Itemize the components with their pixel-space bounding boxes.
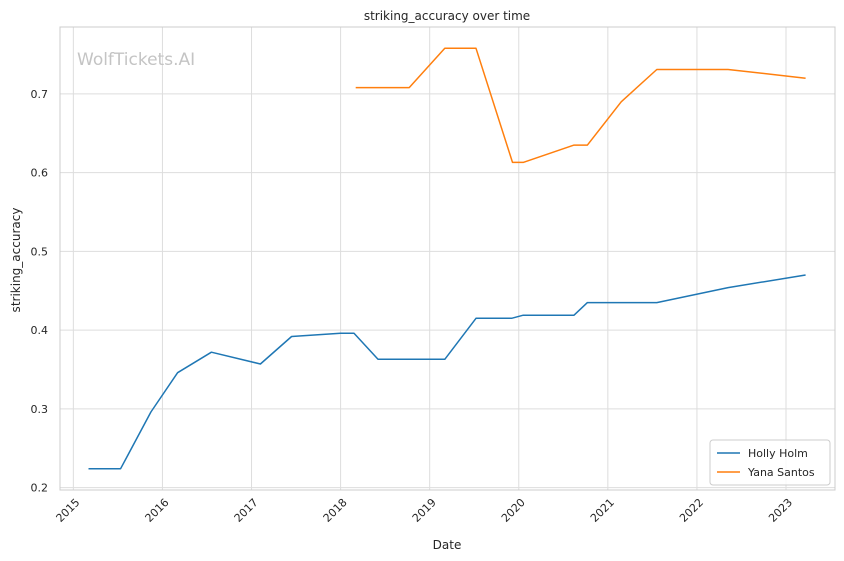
plot-area-frame — [59, 26, 836, 491]
x-axis-ticks: 2015 2016 2017 2018 2019 2020 2021 2022 2023 — [53, 496, 795, 525]
y-tick-label: 0.6 — [31, 167, 49, 180]
x-tick-label: 2019 — [410, 496, 439, 525]
y-axis-ticks: 0.2 0.3 0.4 0.5 0.6 0.7 — [31, 88, 49, 495]
legend-label: Holly Holm — [748, 447, 808, 460]
y-tick-label: 0.3 — [31, 403, 49, 416]
watermark-text: WolfTickets.AI — [77, 50, 195, 70]
y-tick-label: 0.2 — [31, 482, 49, 495]
y-tick-label: 0.5 — [31, 245, 49, 258]
legend-label: Yana Santos — [747, 466, 815, 479]
x-tick-label: 2017 — [232, 496, 261, 525]
x-tick-label: 2020 — [499, 496, 528, 525]
series-line-holly-holm — [88, 274, 806, 470]
series-lines — [88, 47, 806, 470]
x-tick-label: 2018 — [321, 496, 350, 525]
legend: Holly Holm Yana Santos — [709, 439, 831, 486]
y-axis-title: striking_accuracy — [9, 208, 23, 313]
y-tick-label: 0.4 — [31, 324, 49, 337]
x-tick-label: 2015 — [53, 496, 82, 525]
grid — [60, 27, 835, 490]
x-tick-label: 2016 — [143, 496, 172, 525]
x-axis-title: Date — [433, 538, 462, 552]
x-tick-label: 2023 — [766, 496, 795, 525]
y-tick-label: 0.7 — [31, 88, 49, 101]
chart-title: striking_accuracy over time — [364, 9, 530, 23]
x-tick-label: 2022 — [677, 496, 706, 525]
legend-box — [709, 439, 831, 486]
x-tick-label: 2021 — [588, 496, 617, 525]
series-line-yana-santos — [355, 47, 806, 164]
